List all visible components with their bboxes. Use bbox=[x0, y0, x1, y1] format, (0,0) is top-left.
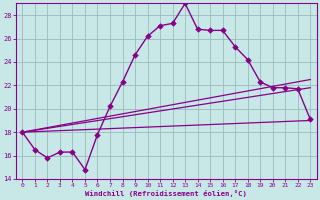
X-axis label: Windchill (Refroidissement éolien,°C): Windchill (Refroidissement éolien,°C) bbox=[85, 190, 247, 197]
